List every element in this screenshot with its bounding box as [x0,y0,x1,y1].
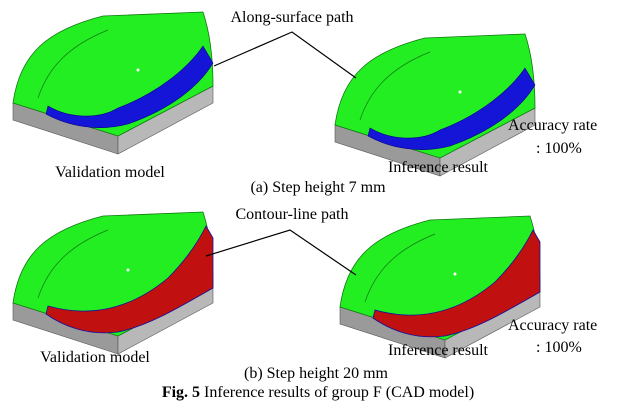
callout: Contour-line path [236,206,349,223]
figure: Along-surface path Validation model Infe… [0,0,637,409]
model-label: Validation model [55,164,165,181]
validation-model-b [13,212,213,354]
figure-caption-text: Inference results of group F (CAD model) [204,384,474,401]
accuracy-value: : 100% [536,140,582,157]
callout: Along-surface path [230,9,353,26]
figure-caption: Fig. 5 Inference results of group F (CAD… [162,384,474,401]
panel-caption: (a) Step height 7 mm [250,179,386,196]
accuracy-label: Accuracy rate [508,317,597,334]
validation-model-a [13,12,213,154]
inference-model-b [340,216,540,358]
model-label: Inference result [388,342,488,359]
model-label: Inference result [388,159,488,176]
figure-label: Fig. 5 [162,384,200,401]
callout-line [206,230,356,275]
accuracy-value: : 100% [536,339,582,356]
callout-line [214,32,356,78]
panel-caption: (b) Step height 20 mm [244,365,389,382]
accuracy-label: Accuracy rate [508,117,597,134]
model-label: Validation model [40,349,150,366]
inference-model-a [335,34,535,176]
